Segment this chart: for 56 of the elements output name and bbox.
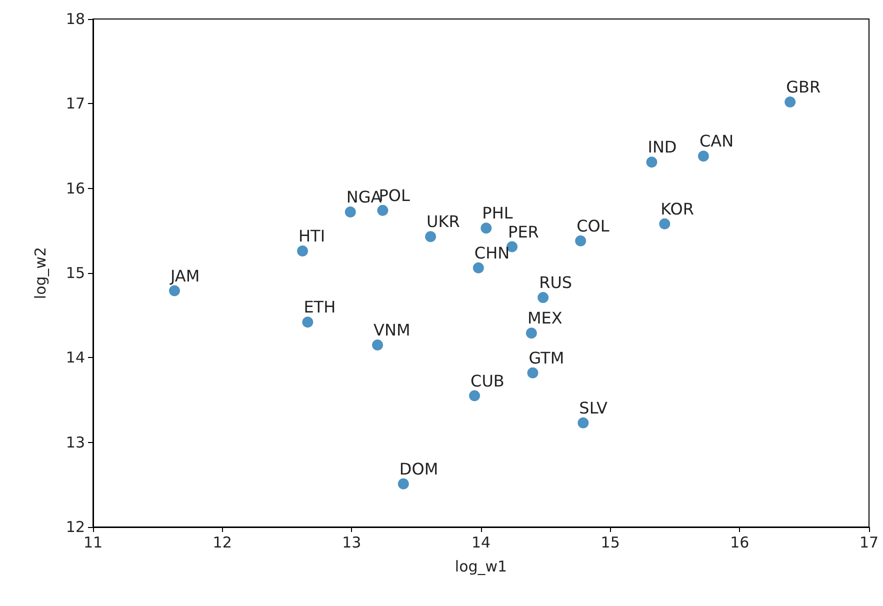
point	[784, 96, 796, 108]
y-axis-title: log_w2	[32, 246, 50, 300]
y-tick-label: 13	[66, 433, 85, 452]
y-tick-label: 18	[66, 10, 85, 28]
point	[538, 292, 549, 304]
annotation: VNM	[374, 320, 410, 340]
y-tick-label: 17	[66, 94, 85, 113]
x-tick-label: 17	[859, 534, 879, 552]
x-tick-label: 12	[212, 534, 232, 552]
x-tick-label: 15	[600, 534, 620, 552]
annotation: HTI	[298, 226, 326, 246]
point	[344, 206, 356, 218]
x-tick-label: 16	[730, 534, 750, 552]
x-axis-title: log_w1	[454, 558, 508, 576]
annotation: DOM	[399, 459, 438, 478]
point	[575, 235, 586, 246]
x-tick-label: 14	[471, 534, 491, 552]
annotation: MEX	[527, 308, 562, 328]
point	[578, 417, 589, 428]
annotation: IND	[648, 138, 677, 157]
annotation: CHN	[474, 243, 510, 262]
y-tick-label: 12	[66, 518, 85, 536]
point	[168, 285, 180, 296]
annotation: PER	[508, 222, 539, 242]
annotation: SLV	[579, 398, 608, 418]
x-tick-label: 13	[342, 534, 362, 552]
point	[527, 367, 538, 378]
point	[646, 156, 658, 168]
x-tick-label: 11	[83, 534, 103, 552]
point	[377, 204, 388, 216]
y-tick-label: 14	[66, 348, 85, 367]
annotation: GBR	[786, 77, 821, 96]
point	[302, 316, 314, 328]
annotation: CAN	[699, 132, 734, 151]
point	[297, 245, 308, 256]
point	[698, 150, 709, 162]
annotation: GTM	[528, 348, 564, 368]
annotation: RUS	[539, 273, 572, 292]
point	[372, 339, 384, 350]
annotation: ETH	[304, 298, 336, 317]
point	[469, 390, 480, 402]
y-tick-label: 16	[66, 179, 85, 198]
annotation: PHL	[482, 204, 513, 223]
point	[480, 222, 492, 234]
point	[398, 478, 409, 490]
point	[472, 262, 484, 274]
annotation: KOR	[660, 199, 694, 218]
annotation: UKR	[426, 212, 460, 232]
point	[526, 328, 537, 339]
y-tick-label: 15	[66, 264, 85, 282]
annotation: CUB	[470, 371, 504, 390]
annotation: COL	[576, 216, 610, 236]
point	[659, 218, 670, 230]
annotation: JAM	[169, 266, 200, 286]
point	[425, 231, 436, 242]
point	[506, 241, 518, 252]
